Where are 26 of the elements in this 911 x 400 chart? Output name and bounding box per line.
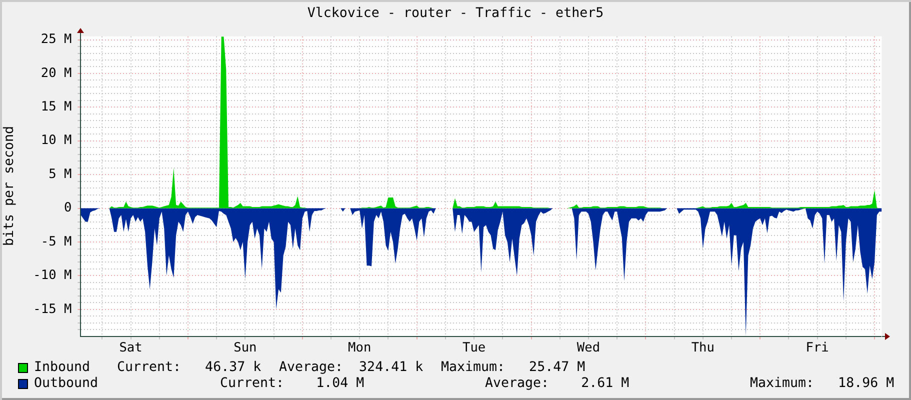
y-tick-label: 15 M	[40, 100, 72, 115]
chart-title: Vlckovice - router - Traffic - ether5	[306, 6, 605, 22]
y-tick-label: 5 M	[48, 166, 72, 182]
text: Current: 1.04 M	[220, 376, 364, 392]
y-tick-label: -10 M	[33, 268, 72, 284]
x-tick-label: Fri	[806, 340, 829, 356]
legend-label: Inbound	[34, 360, 90, 376]
text: Maximum: 25.47 M	[441, 360, 586, 376]
x-tick-label: Thu	[691, 340, 714, 356]
y-tick-label: -15 M	[33, 302, 72, 317]
x-tick-label: Wed	[576, 340, 600, 356]
x-tick-label: Tue	[462, 340, 486, 356]
x-tick-label: Sun	[234, 340, 257, 356]
text: Current: 46.37 k	[117, 360, 262, 376]
y-tick-label: -5 M	[40, 234, 72, 250]
x-tick-label: Mon	[348, 340, 372, 356]
y-axis-title: bits per second	[2, 126, 18, 246]
y-tick-label: 10 M	[40, 133, 72, 148]
text: Maximum: 18.96 M	[750, 376, 894, 392]
y-tick-label: 0	[64, 200, 72, 216]
y-tick-label: 25 M	[40, 32, 72, 48]
x-tick-label: Sat	[119, 340, 142, 356]
text: Average: 324.41 k	[279, 360, 424, 376]
text: Average: 2.61 M	[485, 376, 630, 392]
y-tick-label: 20 M	[40, 66, 72, 81]
legend-label: Outbound	[34, 376, 98, 392]
